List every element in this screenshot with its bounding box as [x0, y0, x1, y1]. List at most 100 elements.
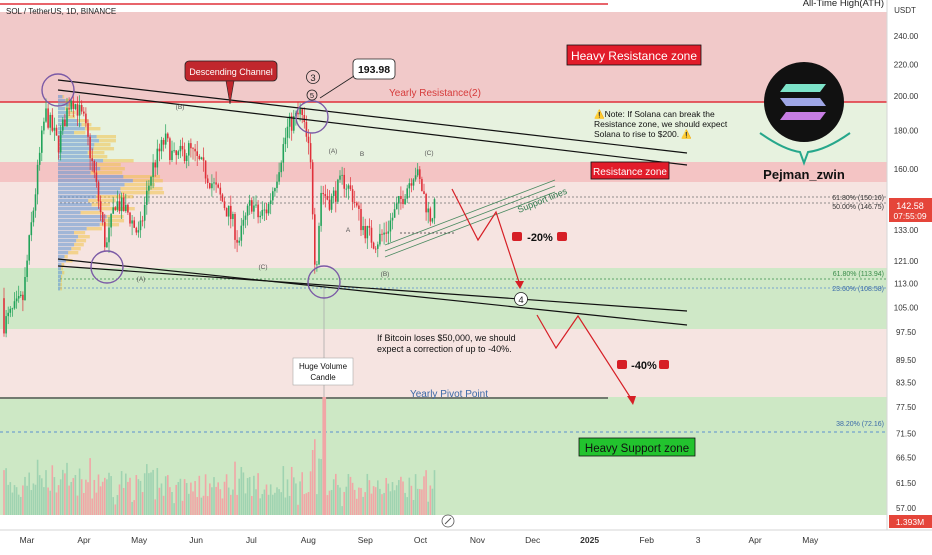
profile-bar-up — [58, 167, 101, 171]
price-tick-label: 180.00 — [894, 126, 919, 135]
candle-body — [286, 126, 289, 138]
profile-bar-up — [58, 207, 101, 211]
volume-bar — [87, 482, 89, 515]
profile-bar-down — [120, 187, 163, 191]
svg-text:⚠️Note: If Solana can break th: ⚠️Note: If Solana can break the — [594, 109, 715, 119]
volume-bar — [295, 483, 297, 515]
volume-bar — [330, 489, 333, 515]
volume-bar — [101, 481, 104, 515]
wave-a-mid: (A) — [329, 148, 338, 155]
profile-bar-up — [58, 219, 105, 223]
volume-bar — [410, 485, 413, 515]
profile-bar-down — [96, 135, 117, 139]
candle-body — [276, 181, 278, 189]
volume-bar — [164, 476, 167, 515]
volume-bar — [20, 496, 22, 515]
profile-bar-up — [58, 115, 69, 119]
profile-bar-down — [62, 271, 65, 275]
candle-body — [391, 217, 394, 221]
profile-bar-up — [58, 175, 124, 179]
profile-bar-down — [61, 267, 64, 271]
volume-bar — [70, 481, 72, 515]
candle-body — [194, 148, 196, 152]
descending-channel-text: Descending Channel — [189, 67, 273, 77]
candle-body — [51, 114, 54, 131]
profile-bar-up — [58, 283, 61, 287]
price-axis: USDT 240.00 220.00 200.00 180.00 160.00 133.0… — [886, 0, 932, 530]
profile-bar-down — [93, 147, 115, 151]
profile-bar-up — [58, 287, 61, 291]
profile-bar-down — [88, 199, 116, 203]
candle-body — [351, 189, 354, 202]
profile-bar-down — [124, 183, 155, 187]
volume-bar — [301, 472, 303, 515]
volume-bar — [236, 494, 238, 515]
volume-bar — [51, 465, 54, 515]
volume-bar — [28, 472, 30, 515]
yearly-resistance-text: Yearly Resistance(2) — [389, 88, 481, 99]
candle-body — [101, 212, 104, 223]
profile-bar-up — [58, 179, 133, 183]
candle-body — [22, 294, 24, 301]
fib-618-upper-text: 61.80% (150.16) — [832, 195, 884, 202]
candle-body — [374, 248, 377, 250]
profile-bar-down — [60, 275, 63, 279]
candle-body — [395, 203, 398, 210]
candle-body — [91, 158, 93, 162]
time-axis-label: May — [802, 535, 819, 545]
candle-body — [332, 190, 335, 197]
volume-bar — [280, 492, 282, 515]
profile-bar-up — [58, 247, 72, 251]
time-axis-label: 3 — [696, 535, 701, 545]
volume-bar — [364, 492, 366, 515]
volume-bar — [232, 489, 234, 515]
price-tick-label: 200.00 — [894, 92, 919, 101]
volume-bar — [299, 481, 301, 515]
candle-body — [379, 233, 381, 245]
candle-body — [290, 116, 293, 131]
heavy-support-text: Heavy Support zone — [585, 443, 689, 455]
volume-bar — [251, 496, 253, 515]
candle-body — [353, 201, 356, 203]
profile-bar-up — [58, 215, 107, 219]
profile-bar-down — [74, 131, 86, 135]
volume-bar — [234, 461, 236, 515]
candle-body — [45, 108, 47, 122]
profile-bar-up — [58, 135, 97, 139]
wave-a-small: A — [346, 227, 351, 234]
profile-bar-down — [78, 235, 90, 239]
candle-body — [360, 209, 362, 231]
volume-bar — [347, 473, 350, 515]
settings-icon[interactable] — [441, 514, 455, 528]
volume-bar — [30, 490, 33, 515]
candle-body — [38, 152, 41, 165]
price-tick-label: 83.50 — [896, 379, 917, 388]
volume-bar — [198, 475, 201, 515]
volume-bar — [53, 477, 56, 515]
resistance-zone-text: Resistance zone — [593, 167, 667, 178]
volume-bar — [127, 481, 129, 515]
candle-body — [416, 169, 419, 176]
candle-body — [49, 114, 51, 128]
candle-body — [261, 209, 264, 216]
volume-bar — [377, 480, 379, 515]
profile-bar-down — [60, 279, 62, 283]
volume-bar — [104, 477, 106, 515]
volume-bar — [267, 494, 270, 515]
ath-callout: 193.98 — [319, 58, 396, 99]
profile-bar-up — [58, 235, 79, 239]
volume-bar — [162, 495, 165, 515]
profile-bar-up — [58, 199, 89, 203]
volume-bar — [76, 495, 79, 515]
volume-bar — [307, 492, 310, 515]
volume-bar — [99, 486, 102, 515]
price-tick-label: 220.00 — [894, 61, 919, 70]
candle-body — [20, 294, 22, 297]
pale-band-mid — [0, 329, 887, 397]
volume-bar — [32, 483, 35, 515]
volume-bar — [320, 459, 322, 515]
price-axis-unit: USDT — [894, 6, 916, 15]
candle-body — [328, 199, 331, 210]
green-zone-band — [0, 268, 887, 329]
price-tick-label: 133.00 — [894, 226, 919, 235]
